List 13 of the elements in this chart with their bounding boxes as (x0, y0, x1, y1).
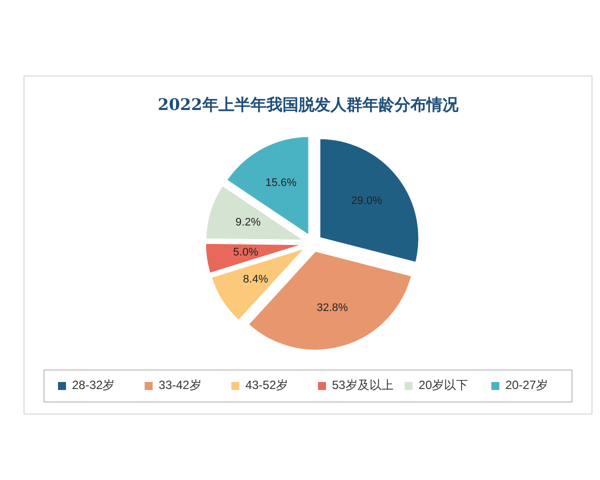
data-label: 9.2% (236, 216, 261, 229)
data-label: 32.8% (316, 302, 348, 314)
chart-title: 2022年上半年我国脱发人群年龄分布情况 (158, 95, 460, 114)
legend-label: 20-27岁 (505, 378, 548, 392)
legend-label: 20岁以下 (418, 378, 468, 392)
data-label: 8.4% (243, 273, 268, 286)
legend-label: 33-42岁 (158, 378, 202, 392)
data-label: 29.0% (351, 195, 383, 208)
legend-label: 53岁及以上 (332, 378, 394, 392)
data-label: 5.0% (233, 246, 258, 259)
data-label: 15.6% (265, 176, 297, 189)
legend-label: 28-32岁 (72, 378, 115, 392)
legend-label: 43-52岁 (245, 378, 288, 392)
